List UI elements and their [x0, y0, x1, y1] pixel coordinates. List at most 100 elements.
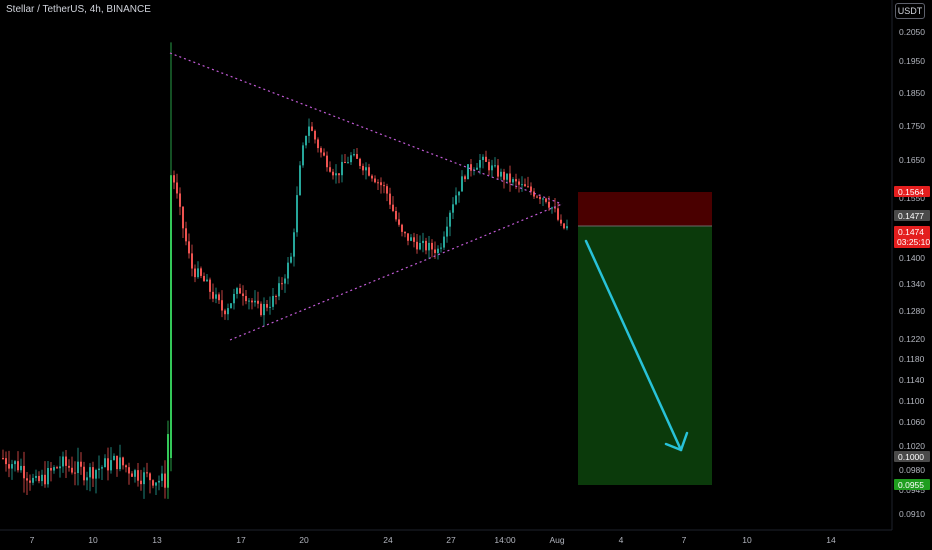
x-tick-label: 14: [826, 535, 836, 545]
triangle-lower-trendline[interactable]: [229, 203, 563, 341]
candle-body: [263, 304, 265, 316]
candle-body: [557, 208, 559, 220]
candle-body: [467, 164, 469, 180]
candle-body: [92, 467, 94, 479]
candle-body: [155, 482, 157, 486]
y-tick-label: 0.0980: [899, 465, 925, 475]
candle-body: [230, 303, 232, 309]
price-label-box: [894, 186, 930, 197]
candle-body: [95, 470, 97, 479]
y-tick-label: 0.1140: [899, 375, 925, 385]
candle-body: [146, 472, 148, 474]
price-label-text: 0.1477: [898, 211, 924, 221]
triangle-upper-trendline[interactable]: [169, 52, 563, 205]
candle-body: [284, 278, 286, 284]
candle-body: [428, 242, 430, 251]
candle-body: [344, 161, 346, 164]
candle-body: [359, 158, 361, 166]
candle-body: [326, 155, 328, 168]
candle-body: [215, 294, 217, 299]
price-label-text: 0.1000: [898, 452, 924, 462]
candle-body: [260, 303, 262, 316]
y-tick-label: 0.1850: [899, 88, 925, 98]
candle-body: [137, 470, 139, 481]
y-tick-label: 0.1100: [899, 396, 925, 406]
candle-body: [560, 219, 562, 224]
stop-loss-zone[interactable]: [578, 192, 712, 226]
candle-body: [329, 167, 331, 172]
candle-body: [113, 455, 115, 461]
candle-body: [44, 474, 46, 485]
candle-body: [323, 152, 325, 156]
candle-body: [482, 156, 484, 161]
price-label-text: 0.1564: [898, 187, 924, 197]
candle-body: [23, 465, 25, 479]
candle-body: [368, 167, 370, 176]
candle-body: [218, 294, 220, 301]
take-profit-zone[interactable]: [578, 226, 712, 485]
candle-body: [296, 195, 298, 233]
candle-body: [437, 248, 439, 254]
y-tick-label: 0.1950: [899, 56, 925, 66]
projection-arrow[interactable]: [584, 239, 689, 452]
candle-body: [464, 176, 466, 180]
currency-button[interactable]: USDT: [895, 3, 925, 19]
x-tick-label: 17: [236, 535, 246, 545]
countdown-label: 03:25:10: [897, 237, 930, 247]
price-axis[interactable]: 0.2050 0.1950 0.1850 0.1750 0.1650 0.1550 0.14…: [899, 27, 925, 519]
candle-body: [440, 247, 442, 249]
candle-body: [524, 184, 526, 187]
candle-body: [302, 145, 304, 166]
candle-body: [14, 461, 16, 465]
candle-body: [32, 477, 34, 483]
candle-body: [353, 154, 355, 156]
candle-body: [500, 171, 502, 177]
candle-body: [506, 173, 508, 180]
candle-body: [443, 236, 445, 248]
candle-body: [509, 173, 511, 183]
candle-body: [374, 178, 376, 183]
candle-body: [173, 175, 175, 183]
candle-body: [356, 154, 358, 159]
candle-body: [47, 468, 49, 485]
candle-body: [470, 164, 472, 171]
candle-body: [548, 201, 550, 208]
candle-body: [401, 224, 403, 232]
arrow-head-icon: [664, 431, 689, 452]
y-tick-label: 0.2050: [899, 27, 925, 37]
candle-body: [347, 162, 349, 164]
candle-body: [209, 279, 211, 292]
candle-body: [122, 457, 124, 466]
candle-body: [89, 467, 91, 478]
y-tick-label: 0.1550: [899, 193, 925, 203]
candle-body: [461, 176, 463, 192]
candle-body: [11, 464, 13, 469]
candle-body: [404, 231, 406, 234]
x-tick-label: 14:00: [494, 535, 516, 545]
candle-body: [545, 198, 547, 202]
candle-body: [53, 467, 55, 471]
candle-body: [275, 295, 277, 297]
candle-body: [512, 179, 514, 183]
candle-body: [71, 467, 73, 473]
candle-body: [536, 196, 538, 198]
candle-body: [455, 195, 457, 205]
candle-body: [320, 148, 322, 153]
arrow-shaft: [584, 239, 683, 452]
candle-body: [338, 173, 340, 176]
candle-body: [503, 171, 505, 180]
candle-body: [341, 161, 343, 176]
candle-body: [449, 212, 451, 227]
candle-body: [35, 475, 37, 478]
y-tick-label: 0.1280: [899, 306, 925, 316]
candle-body: [227, 308, 229, 315]
candle-body: [431, 242, 433, 250]
candle-body: [200, 268, 202, 276]
time-axis[interactable]: 7 10 13 17 20 24 27 14:00 Aug 4 7 10 14: [30, 535, 836, 545]
candle-body: [107, 458, 109, 471]
candle-body: [251, 300, 253, 303]
price-label-box: [894, 451, 930, 462]
candle-body: [65, 456, 67, 466]
candle-body: [38, 475, 40, 482]
